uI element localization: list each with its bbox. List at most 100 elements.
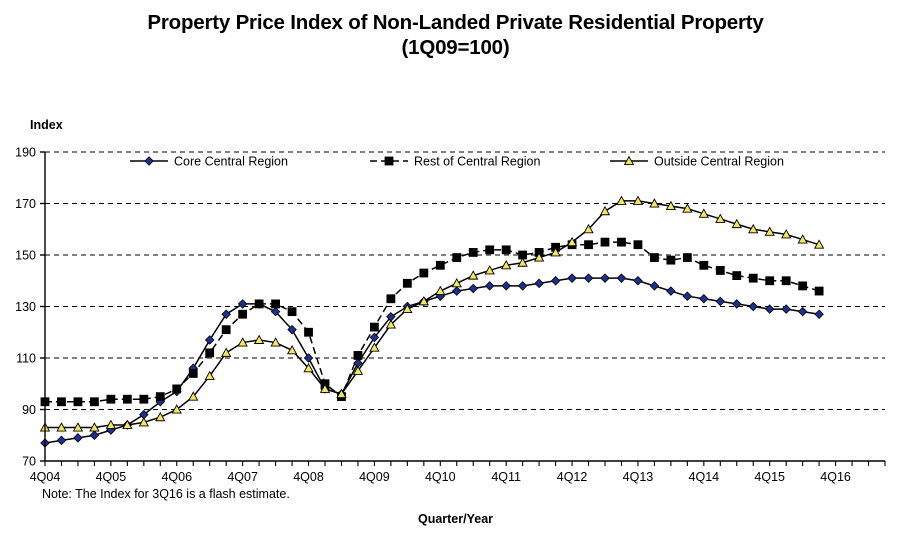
data-point [682,203,693,213]
data-point [369,332,380,343]
data-point [172,384,182,394]
gridlines [45,151,885,410]
data-point [781,276,791,286]
legend-label: Outside Central Region [654,155,784,169]
data-point [814,286,824,296]
data-point [666,255,676,265]
data-point [385,319,397,329]
data-point [122,394,132,404]
data-point [781,229,792,239]
data-point [600,273,610,283]
data-point [781,304,791,314]
data-point [764,304,775,314]
data-point [353,351,363,360]
data-point [715,296,726,307]
svg-text:190: 190 [15,146,36,160]
svg-text:4Q05: 4Q05 [96,470,127,484]
data-point [797,234,808,244]
data-point [649,198,660,208]
data-point [286,344,298,355]
chart-note: Note: The Index for 3Q16 is a flash esti… [42,487,290,501]
legend-item-outside-central-region[interactable]: Outside Central Region [610,155,784,169]
svg-text:4Q07: 4Q07 [227,470,258,484]
series-outside-central-region [39,195,825,432]
data-point [682,291,693,301]
x-axis-ticks: 4Q04 4Q05 4Q06 4Q07 4Q08 4Q09 4Q10 4Q11 4Q12 4Q13… [30,461,886,484]
data-point [56,422,67,432]
legend-item-rest-of-central-region[interactable]: Rest of Central Region [370,155,541,169]
data-point [73,433,83,443]
data-point [451,286,462,296]
data-point [583,223,594,234]
data-point [155,411,166,422]
data-point [90,397,99,407]
data-point [485,245,495,255]
data-point [271,299,280,309]
data-point [451,277,462,288]
data-point [797,306,808,317]
legend-item-core-central-region[interactable]: Core Central Region [130,155,288,169]
data-point [336,388,347,399]
data-point [468,270,479,280]
data-point [435,285,446,296]
y-axis-title: Index [30,118,63,132]
data-point [402,278,412,288]
chart-title: Property Price Index of Non-Landed Priva… [0,10,911,60]
data-point [270,337,281,347]
data-point [748,301,759,312]
data-point [402,303,413,314]
data-point [699,294,709,304]
data-point [304,327,313,337]
data-point [188,369,198,378]
legend-marker [623,155,635,165]
chart-title-line-2: (1Q09=100) [401,36,510,59]
data-point [72,422,84,432]
svg-text:4Q04: 4Q04 [30,470,61,484]
legend-marker [144,156,154,166]
svg-text:90: 90 [22,403,36,417]
data-point [650,253,659,262]
data-point [155,392,165,402]
data-point [534,278,544,289]
svg-text:110: 110 [16,352,36,366]
data-point [452,253,462,262]
data-point [254,299,264,309]
data-point [303,353,314,363]
legend-label: Rest of Central Region [414,155,541,169]
data-point [682,253,692,262]
data-point [57,397,66,407]
data-point [501,259,512,270]
svg-text:4Q12: 4Q12 [557,470,588,484]
svg-text:130: 130 [15,300,36,314]
chart-title-line-1: Property Price Index of Non-Landed Priva… [147,11,764,34]
data-point [566,236,578,247]
svg-text:4Q13: 4Q13 [623,470,654,484]
data-point [583,273,594,283]
data-point [666,286,676,296]
data-point [221,309,231,319]
legend-marker [384,156,394,166]
data-point [484,265,495,275]
data-point [270,306,281,317]
svg-text:4Q16: 4Q16 [820,470,851,484]
data-point [138,417,149,427]
data-point [748,223,759,234]
data-point [616,273,627,283]
svg-text:4Q11: 4Q11 [491,470,521,484]
data-point [418,296,429,306]
data-point [550,275,561,286]
data-point [813,239,825,249]
data-point [319,383,331,393]
svg-text:4Q14: 4Q14 [689,470,720,484]
data-point [139,394,149,404]
data-point [517,281,528,291]
data-point [419,268,429,278]
data-point [616,195,627,205]
data-point [699,260,709,270]
data-point [287,324,297,335]
data-point [731,218,742,229]
data-point [814,309,824,319]
data-point [56,435,67,446]
